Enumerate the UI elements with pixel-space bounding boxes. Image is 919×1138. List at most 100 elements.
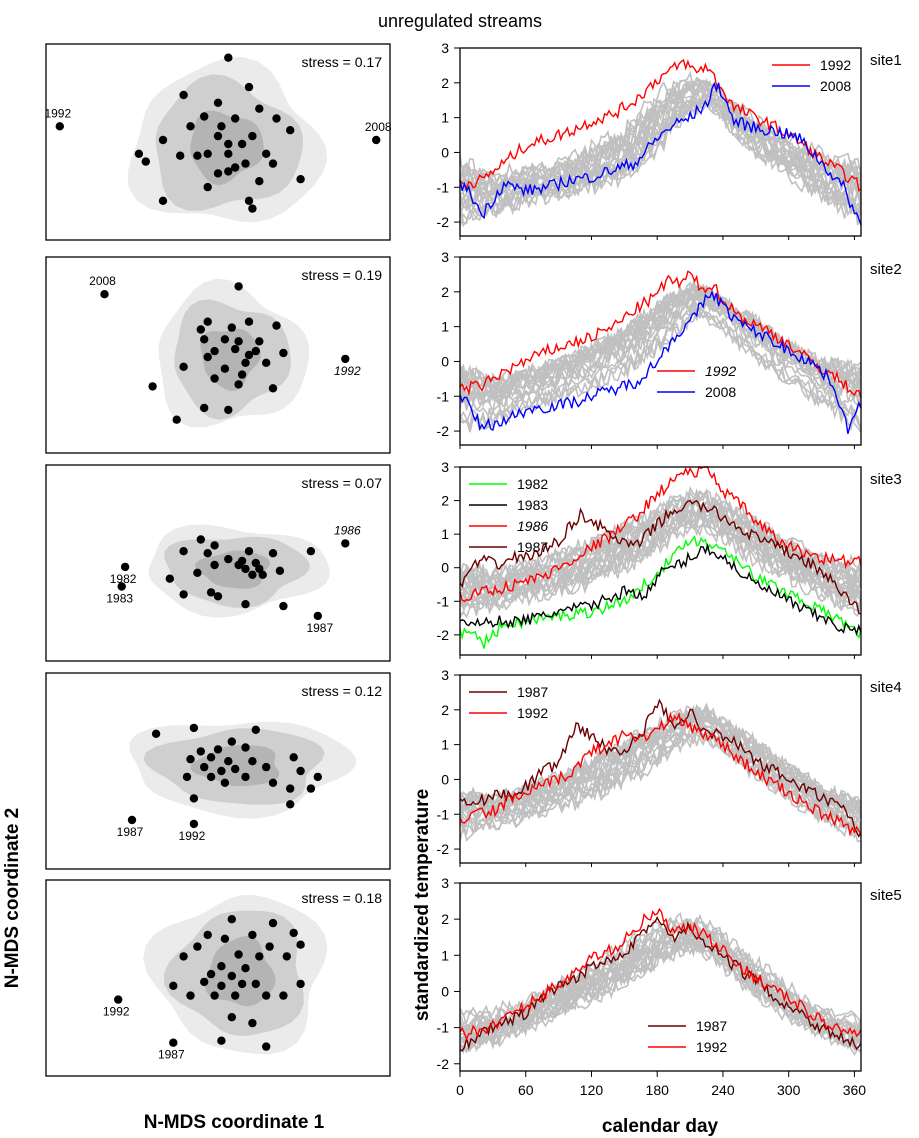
nmds-point xyxy=(244,547,254,556)
nmds-point xyxy=(244,82,254,92)
temperature-panel-frame xyxy=(459,256,862,446)
background-year-series xyxy=(459,295,862,403)
nmds-point xyxy=(217,1036,226,1045)
nmds-point xyxy=(224,139,233,149)
temperature-panel-frame xyxy=(459,47,862,237)
nmds-point xyxy=(275,566,285,575)
nmds-point xyxy=(176,151,185,160)
nmds-point xyxy=(241,159,250,168)
nmds-labeled-point xyxy=(372,135,381,145)
background-year-series xyxy=(459,310,862,433)
y-tick-label: 1 xyxy=(441,319,449,335)
nmds-point xyxy=(268,549,278,558)
nmds-point xyxy=(200,977,209,987)
background-year-series xyxy=(459,284,862,395)
nmds-point xyxy=(234,337,243,346)
legend-label: 1992 xyxy=(820,57,851,73)
nmds-point xyxy=(206,753,216,762)
nmds-labeled-point xyxy=(127,815,137,825)
y-tick-label: -2 xyxy=(437,627,450,643)
nmds-point xyxy=(165,574,174,583)
nmds-point xyxy=(220,778,230,787)
nmds-point xyxy=(296,766,305,776)
y-tick-label: 2 xyxy=(441,75,449,91)
background-year-series xyxy=(460,938,862,1054)
nmds-labeled-point xyxy=(120,562,130,572)
x-tick-label: 120 xyxy=(580,1082,604,1098)
nmds-point xyxy=(262,1042,271,1051)
nmds-point xyxy=(217,122,226,131)
nmds-point xyxy=(231,114,240,123)
nmds-point xyxy=(237,370,247,379)
y-tick-label: 0 xyxy=(441,144,449,160)
y-tick-label: 0 xyxy=(441,983,449,999)
background-year-series xyxy=(459,702,862,811)
background-year-series xyxy=(459,726,862,836)
nmds-point xyxy=(279,991,288,1000)
nmds-point xyxy=(268,918,278,928)
y-tick-label: -1 xyxy=(437,806,450,822)
nmds-point xyxy=(151,729,161,738)
legend-label: 1987 xyxy=(696,1018,727,1034)
nmds-panel-site5: 1992 1987 stress = 0.18 xyxy=(45,879,391,1077)
nmds-point xyxy=(241,600,250,609)
nmds-point xyxy=(244,196,254,205)
nmds-point xyxy=(234,282,243,291)
background-year-series xyxy=(459,286,862,392)
nmds-point xyxy=(213,169,223,178)
nmds-point xyxy=(251,725,260,734)
nmds-labeled-point xyxy=(117,582,126,591)
nmds-point xyxy=(203,549,212,558)
nmds-point xyxy=(179,952,188,961)
nmds-point xyxy=(227,323,236,332)
y-tick-label: 1 xyxy=(441,737,449,753)
nmds-panel-site3: 1982 1983 1986 1987 stress = 0.07 xyxy=(45,464,391,662)
nmds-point xyxy=(241,772,250,782)
y-tick-label: -2 xyxy=(437,841,450,857)
nmds-labeled-point xyxy=(189,819,199,829)
nmds-panel-frame xyxy=(45,879,391,1077)
nmds-point xyxy=(203,182,212,192)
site-label: site3 xyxy=(870,471,902,488)
nmds-point xyxy=(289,928,298,938)
series-line-2008 xyxy=(459,289,862,434)
nmds-point xyxy=(279,348,288,358)
nmds-point xyxy=(231,344,240,354)
nmds-point xyxy=(227,737,236,746)
nmds-labeled-point xyxy=(313,611,322,621)
legend-label: 1992 xyxy=(696,1039,727,1055)
nmds-point xyxy=(213,745,223,754)
y-tick-label: 3 xyxy=(441,40,449,56)
nmds-point xyxy=(296,175,305,184)
nmds-point-label: 1987 xyxy=(158,1048,185,1062)
y-tick-label: -1 xyxy=(437,593,450,609)
x-tick-label: 0 xyxy=(456,1082,464,1098)
y-tick-label: -1 xyxy=(437,1020,450,1036)
nmds-point xyxy=(268,159,278,168)
stress-label: stress = 0.18 xyxy=(301,890,382,906)
stress-label: stress = 0.17 xyxy=(301,54,382,70)
nmds-point xyxy=(241,564,250,574)
nmds-labeled-point xyxy=(55,122,64,131)
y-tick-label: 0 xyxy=(441,771,449,787)
legend-label: 2008 xyxy=(705,384,736,400)
nmds-point xyxy=(286,126,295,135)
legend-label: 1987 xyxy=(517,539,548,555)
nmds-point xyxy=(255,952,264,961)
nmds-labeled-point xyxy=(100,290,109,299)
nmds-point xyxy=(148,382,157,391)
nmds-point xyxy=(241,964,250,973)
nmds-point xyxy=(255,337,264,346)
y-tick-label: 2 xyxy=(441,911,449,927)
nmds-point xyxy=(210,991,219,1000)
series-line-1992 xyxy=(459,907,862,1041)
nmds-point xyxy=(227,971,236,981)
nmds-point xyxy=(313,772,322,782)
nmds-point xyxy=(206,772,216,782)
nmds-point xyxy=(193,568,202,577)
temperature-panel-site4: -2 -1 0 1 2 3 site4 1987 1992 xyxy=(437,667,902,867)
nmds-panel-site2: 2008 1992 stress = 0.19 xyxy=(45,256,391,454)
nmds-point xyxy=(196,747,205,756)
nmds-panel-site4: 1987 1992 stress = 0.12 xyxy=(45,672,391,870)
